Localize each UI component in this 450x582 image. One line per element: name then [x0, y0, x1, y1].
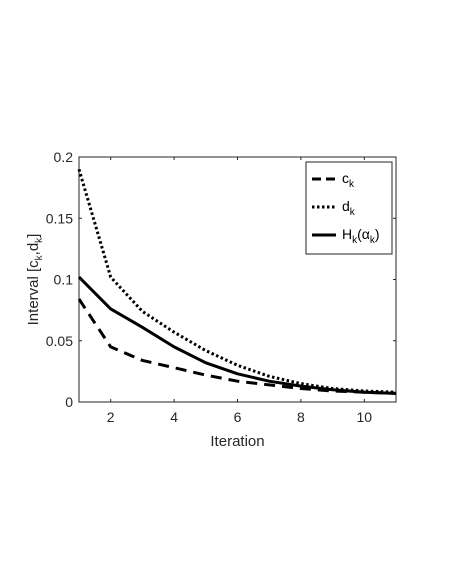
legend-label-h: Hk(αk): [342, 226, 380, 246]
series-line-2: [77, 276, 397, 395]
y-tick-label: 0: [65, 394, 73, 410]
y-axis-label: Interval [ck,dk]: [25, 234, 45, 326]
y-tick-label: 0.1: [54, 272, 74, 288]
x-tick-label: 6: [234, 409, 242, 425]
x-tick-label: 8: [297, 409, 305, 425]
legend-label-c: ck: [342, 170, 355, 190]
ticks-layer: 2 4 6 8 10 0 0.05 0.1 0.15 0.2: [46, 149, 396, 425]
x-tick-label: 2: [107, 409, 115, 425]
x-tick-label: 10: [357, 409, 373, 425]
x-tick-label: 4: [170, 409, 178, 425]
y-tick-label: 0.05: [46, 333, 73, 349]
legend-entry-c: ck: [312, 170, 355, 190]
x-axis-label: Iteration: [210, 433, 264, 450]
legend-entry-h: Hk(αk): [312, 226, 380, 246]
legend-label-d: dk: [342, 198, 356, 218]
legend: ck dk Hk(αk): [305, 161, 393, 255]
series-layer: [77, 168, 397, 395]
y-tick-label: 0.15: [46, 210, 73, 226]
legend-entry-d: dk: [312, 198, 356, 218]
y-tick-label: 0.2: [54, 149, 74, 165]
legend-box: [305, 161, 393, 255]
